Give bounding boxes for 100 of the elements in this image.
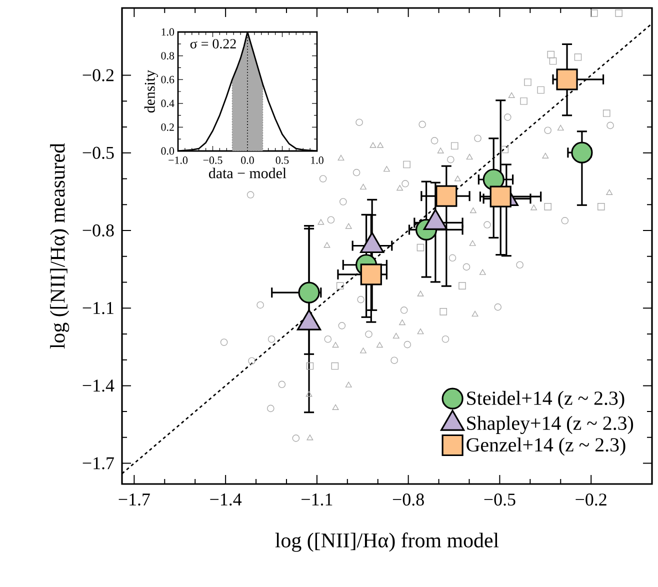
point [462, 263, 470, 271]
x-tick-label: −0.2 [576, 494, 606, 506]
point [404, 340, 412, 348]
point [345, 223, 352, 229]
point [615, 10, 622, 17]
point [469, 240, 476, 246]
point [454, 176, 461, 182]
point [557, 124, 564, 131]
point [306, 391, 312, 397]
point [327, 216, 335, 224]
point [494, 303, 502, 311]
point [448, 254, 456, 262]
point [376, 342, 383, 348]
point [474, 134, 482, 142]
y-tick-label: −1.1 [82, 302, 114, 314]
point [318, 219, 324, 225]
point [490, 186, 512, 208]
point [246, 191, 254, 198]
point [399, 319, 406, 326]
x-tick-label: 0.5 [276, 156, 289, 164]
point [377, 142, 384, 148]
point [544, 126, 552, 134]
point [602, 110, 610, 117]
point [606, 122, 614, 130]
point [298, 282, 320, 304]
point [345, 382, 352, 388]
point [365, 330, 372, 338]
point [472, 310, 478, 317]
x-tick-label: −1.7 [118, 494, 150, 506]
y-tick-label: 1.0 [162, 28, 174, 36]
point [508, 92, 515, 98]
y-axis-title: density [144, 70, 158, 113]
point [417, 328, 424, 334]
point [466, 154, 473, 160]
point [360, 184, 366, 190]
point [338, 322, 346, 330]
point [430, 137, 438, 144]
x-tick-label: 0.0 [241, 156, 254, 164]
point [403, 160, 410, 168]
point [324, 242, 330, 248]
point [417, 290, 424, 296]
point [356, 118, 363, 126]
point [524, 78, 532, 86]
point [442, 335, 450, 343]
x-tick-label: 1.0 [311, 156, 324, 164]
point [440, 308, 448, 316]
point [458, 282, 466, 290]
point [267, 404, 274, 412]
point [336, 282, 344, 290]
x-tick-label: −0.8 [392, 494, 424, 506]
y-tick-label: −0.8 [82, 224, 114, 237]
point [278, 380, 286, 388]
point [606, 189, 613, 195]
point [437, 148, 444, 154]
y-tick-label: 0.4 [161, 100, 174, 108]
point [256, 301, 264, 309]
point [360, 264, 382, 286]
point [220, 338, 228, 346]
y-tick-label: 0.6 [161, 76, 174, 84]
point [544, 203, 552, 210]
point [306, 362, 314, 370]
point [352, 168, 360, 176]
y-tick-label: 0.0 [161, 147, 174, 155]
legend-label: Shapley+14 (z ~ 2.3) [467, 416, 634, 434]
point [418, 120, 426, 128]
point [590, 10, 598, 17]
point [331, 362, 339, 370]
y-tick-label: −1.7 [82, 457, 114, 470]
point [332, 404, 339, 410]
y-tick-label: −0.2 [82, 69, 114, 82]
x-tick-label: −1.4 [210, 494, 242, 506]
point [436, 185, 458, 207]
point [542, 152, 549, 158]
point [516, 261, 524, 269]
point [396, 184, 404, 191]
point [530, 204, 538, 210]
y-tick-label: −1.4 [82, 380, 114, 392]
x-axis-title: log ([NII]/Hα) from model [275, 532, 499, 552]
point [416, 244, 424, 252]
x-tick-label: −1.1 [302, 494, 332, 506]
point [571, 142, 593, 164]
point [400, 306, 408, 314]
y-axis-title: log ([NII]/Hα) measured [50, 143, 70, 349]
point [574, 54, 582, 61]
point [360, 348, 366, 354]
y-tick-label: 0.2 [161, 123, 174, 131]
point [556, 68, 578, 90]
annotation: σ = 0.22 [190, 39, 236, 49]
legend-label: Genzel+14 (z ~ 2.3) [466, 438, 626, 456]
point [561, 216, 569, 224]
point [268, 335, 276, 343]
point [450, 142, 458, 150]
point [479, 269, 486, 275]
point [332, 342, 339, 348]
point [292, 434, 300, 442]
point [501, 146, 509, 154]
x-axis-title: data − model [208, 168, 286, 178]
point [324, 335, 332, 343]
point [306, 434, 314, 440]
x-tick-label: −1.0 [168, 156, 188, 164]
